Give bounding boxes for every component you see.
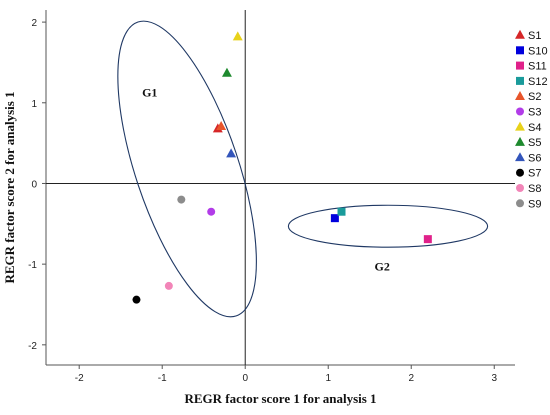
x-tick-label: 2 (408, 373, 414, 384)
legend-marker-s6 (515, 152, 525, 162)
y-tick-label: 0 (31, 179, 37, 190)
legend-label-s6: S6 (528, 152, 541, 164)
x-tick-label: 3 (491, 373, 497, 384)
legend-marker-s11 (516, 61, 524, 70)
legend-marker-s12 (516, 76, 524, 85)
group-ellipse-g1 (117, 20, 257, 318)
data-point-s9 (177, 195, 186, 204)
y-tick-label: 1 (31, 99, 37, 110)
group-label-g1: G1 (142, 85, 157, 99)
data-points (132, 31, 432, 304)
y-tick-label: -2 (28, 341, 37, 352)
x-tick-label: -1 (158, 373, 167, 384)
group-label-g2: G2 (375, 260, 390, 274)
legend-marker-s8 (516, 184, 524, 192)
legend-label-s4: S4 (528, 122, 541, 134)
x-tick-label: 1 (325, 373, 331, 384)
x-axis-title: REGR factor score 1 for analysis 1 (184, 391, 376, 406)
legend-label-s2: S2 (528, 91, 541, 103)
data-point-s8 (164, 281, 173, 290)
legend-marker-s2 (515, 90, 525, 100)
legend-label-s7: S7 (528, 168, 541, 180)
data-point-s12 (337, 207, 346, 216)
legend: S1 S10 S11 S12 S2 S3 S4 S5 S6 S7 S8 S9 (515, 29, 548, 210)
legend-label-s11: S11 (528, 61, 547, 73)
data-point-s4 (232, 31, 243, 41)
data-point-s3 (207, 207, 216, 216)
plot-frame (45, 10, 515, 366)
axis-ticks: -2 -1 0 1 2 3 -2 -1 0 1 2 (28, 18, 497, 384)
legend-marker-s9 (516, 199, 524, 208)
legend-marker-s4 (515, 121, 525, 131)
data-point-s6 (226, 148, 237, 158)
legend-label-s10: S10 (528, 45, 548, 57)
y-axis-title: REGR factor score 2 for analysis 1 (2, 91, 17, 283)
y-tick-label: -1 (28, 260, 37, 271)
legend-marker-s10 (516, 46, 524, 55)
legend-label-s8: S8 (528, 183, 541, 195)
data-point-s7 (132, 295, 141, 304)
x-tick-label: -2 (75, 373, 84, 384)
legend-label-s1: S1 (528, 30, 541, 42)
data-point-s2 (216, 120, 227, 130)
legend-marker-s5 (515, 136, 525, 146)
data-point-s10 (330, 214, 339, 223)
data-point-s11 (423, 235, 432, 244)
legend-marker-s3 (516, 107, 524, 116)
legend-label-s5: S5 (528, 137, 541, 149)
legend-label-s12: S12 (528, 76, 548, 88)
y-tick-label: 2 (31, 18, 37, 29)
legend-label-s9: S9 (528, 198, 541, 210)
legend-label-s3: S3 (528, 107, 541, 119)
reference-lines (46, 10, 515, 365)
data-point-s5 (221, 67, 232, 77)
x-tick-label: 0 (242, 373, 248, 384)
group-ellipses: G1 G2 (117, 20, 489, 318)
legend-marker-s7 (516, 168, 524, 177)
group-ellipse-g2 (287, 204, 489, 248)
legend-marker-s1 (515, 29, 525, 39)
